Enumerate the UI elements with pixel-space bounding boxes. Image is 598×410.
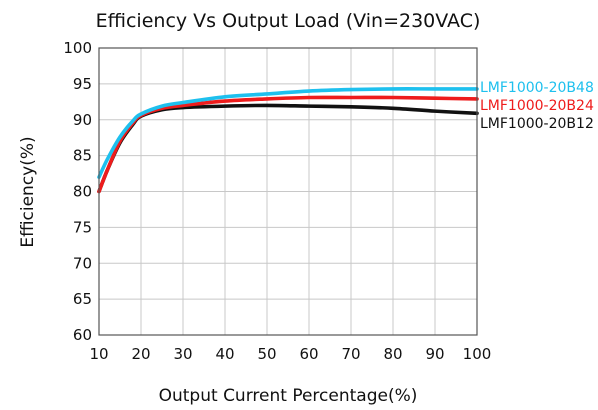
y-tick-label: 95 xyxy=(73,75,92,93)
legend: LMF1000-20B48 LMF1000-20B24 LMF1000-20B12 xyxy=(480,80,594,132)
x-tick-label: 30 xyxy=(173,345,192,363)
y-tick-label: 100 xyxy=(63,39,92,57)
x-tick-label: 20 xyxy=(131,345,150,363)
series-line-lmf1000-20b24 xyxy=(97,95,479,194)
y-tick-label: 70 xyxy=(73,254,92,272)
legend-label-lmf1000-20b12: LMF1000-20B12 xyxy=(480,116,594,132)
series-lines xyxy=(97,87,479,194)
x-tick-label: 50 xyxy=(257,345,276,363)
plot-frame xyxy=(98,47,478,336)
x-tick-label: 90 xyxy=(425,345,444,363)
x-tick-label: 60 xyxy=(299,345,318,363)
y-axis-title: Efficiency(%) xyxy=(18,136,38,247)
x-tick-label: 100 xyxy=(463,345,492,363)
legend-label-lmf1000-20b24: LMF1000-20B24 xyxy=(480,98,594,114)
chart-title: Efficiency Vs Output Load (Vin=230VAC) xyxy=(96,10,481,32)
y-tick-label: 65 xyxy=(73,290,92,308)
x-axis-title: Output Current Percentage(%) xyxy=(159,386,418,406)
legend-label-lmf1000-20b48: LMF1000-20B48 xyxy=(480,80,594,96)
y-tick-label: 80 xyxy=(73,183,92,201)
series-line-lmf1000-20b12 xyxy=(97,103,479,194)
y-tick-label: 60 xyxy=(73,326,92,344)
y-tick-label: 90 xyxy=(73,111,92,129)
x-tick-label: 10 xyxy=(89,345,108,363)
x-tick-label: 80 xyxy=(383,345,402,363)
x-tick-label: 40 xyxy=(215,345,234,363)
series-line-lmf1000-20b48 xyxy=(97,87,479,179)
y-tick-label: 75 xyxy=(73,218,92,236)
x-tick-label: 70 xyxy=(341,345,360,363)
y-axis-ticks: 60 65 70 75 80 85 90 95 100 xyxy=(63,39,92,344)
x-axis-ticks: 10 20 30 40 50 60 70 80 90 100 xyxy=(89,345,491,363)
y-tick-label: 85 xyxy=(73,147,92,165)
